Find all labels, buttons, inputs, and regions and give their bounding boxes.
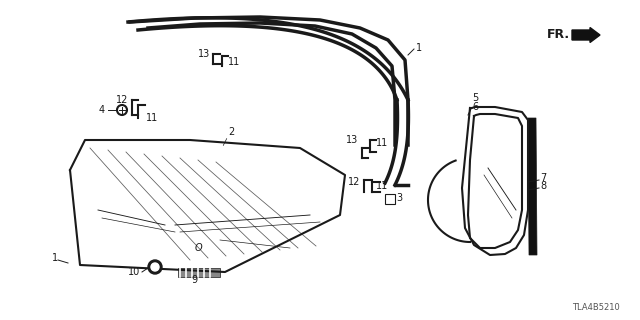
Bar	[178, 268, 220, 277]
Text: FR.: FR.	[547, 28, 570, 42]
Text: 9: 9	[191, 275, 197, 285]
Text: 4: 4	[99, 105, 105, 115]
Text: 12: 12	[116, 95, 128, 105]
Text: TLA4B5210: TLA4B5210	[572, 303, 620, 312]
Circle shape	[151, 263, 159, 271]
Text: 13: 13	[198, 49, 210, 59]
Text: 11: 11	[146, 113, 158, 123]
Text: O: O	[194, 243, 202, 253]
Text: 3: 3	[396, 193, 402, 203]
Text: 13: 13	[346, 135, 358, 145]
Text: 10: 10	[128, 267, 140, 277]
Text: 2: 2	[228, 127, 234, 137]
Text: 8: 8	[540, 181, 546, 191]
Text: 5: 5	[472, 93, 478, 103]
Text: 1: 1	[52, 253, 58, 263]
Text: 7: 7	[540, 173, 547, 183]
Bar	[385, 194, 395, 204]
Text: 1: 1	[416, 43, 422, 53]
Circle shape	[148, 260, 162, 274]
FancyArrow shape	[572, 28, 600, 43]
Text: 11: 11	[376, 138, 388, 148]
Text: 11: 11	[376, 181, 388, 191]
Text: 6: 6	[472, 102, 478, 112]
Text: 11: 11	[228, 57, 240, 67]
Polygon shape	[528, 118, 537, 255]
Text: 12: 12	[348, 177, 360, 187]
